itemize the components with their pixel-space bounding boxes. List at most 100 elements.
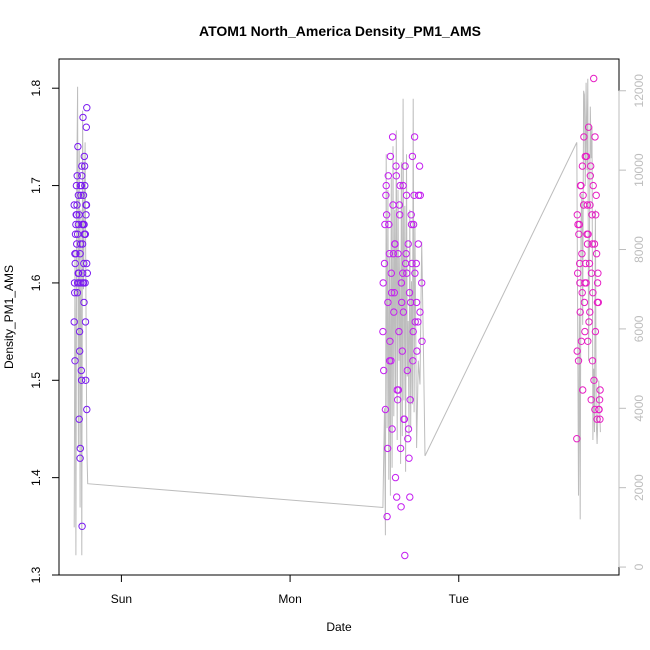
data-point bbox=[83, 259, 91, 268]
data-point bbox=[579, 191, 587, 200]
data-point bbox=[76, 347, 84, 355]
data-point bbox=[82, 123, 91, 131]
data-point bbox=[81, 181, 89, 190]
data-point bbox=[385, 250, 393, 258]
data-point bbox=[380, 366, 388, 375]
data-point bbox=[575, 230, 583, 238]
data-point bbox=[580, 298, 589, 307]
data-point bbox=[75, 327, 84, 336]
data-point bbox=[588, 357, 597, 365]
data-point bbox=[592, 250, 601, 258]
y-tick-label: 1.4 bbox=[29, 469, 43, 486]
data-point bbox=[387, 289, 396, 297]
data-point bbox=[581, 327, 589, 336]
data-point bbox=[590, 74, 598, 83]
data-point bbox=[576, 279, 584, 287]
data-point bbox=[383, 444, 392, 453]
data-point bbox=[412, 298, 421, 307]
data-point bbox=[402, 191, 411, 200]
data-point bbox=[80, 220, 88, 229]
data-point bbox=[591, 133, 599, 141]
data-point bbox=[406, 493, 414, 501]
data-point bbox=[404, 425, 413, 433]
data-point bbox=[583, 240, 592, 248]
data-point bbox=[418, 279, 426, 287]
data-point bbox=[403, 366, 411, 375]
data-point bbox=[596, 386, 604, 394]
data-point bbox=[81, 230, 90, 238]
data-point bbox=[382, 211, 391, 219]
data-point bbox=[586, 172, 594, 180]
data-point bbox=[380, 259, 389, 268]
data-point bbox=[596, 415, 604, 423]
plot-box bbox=[58, 58, 620, 576]
data-point bbox=[574, 357, 583, 365]
data-point bbox=[77, 181, 86, 190]
data-point bbox=[77, 366, 86, 375]
data-point bbox=[76, 454, 84, 462]
data-point bbox=[587, 396, 595, 404]
data-point bbox=[396, 444, 405, 453]
data-point bbox=[392, 162, 400, 170]
data-point bbox=[573, 347, 581, 355]
x-axis-title: Date bbox=[326, 620, 352, 634]
data-point bbox=[387, 357, 395, 365]
y2-tick-label: 4000 bbox=[632, 395, 646, 422]
data-point bbox=[582, 152, 591, 161]
data-point bbox=[594, 298, 602, 307]
y2-tick-label: 0 bbox=[632, 563, 646, 570]
data-point bbox=[399, 181, 407, 190]
data-point bbox=[584, 123, 593, 131]
data-point bbox=[78, 172, 86, 180]
data-point bbox=[396, 211, 404, 219]
data-point bbox=[389, 250, 397, 258]
data-point bbox=[416, 308, 424, 316]
data-point bbox=[388, 133, 397, 141]
data-point bbox=[80, 298, 88, 307]
data-point bbox=[71, 357, 79, 365]
y-tick-label: 1.8 bbox=[29, 80, 43, 97]
y-tick-label: 1.7 bbox=[29, 177, 43, 194]
data-point bbox=[394, 396, 402, 404]
data-point bbox=[587, 269, 596, 277]
data-point bbox=[577, 337, 586, 345]
data-point bbox=[387, 269, 395, 277]
data-point bbox=[73, 201, 81, 209]
data-point bbox=[83, 405, 91, 414]
data-point bbox=[82, 201, 91, 209]
data-point bbox=[404, 240, 412, 248]
y-axis: 1.3 1.4 1.5 1.6 1.7 1.8 bbox=[29, 80, 60, 583]
data-point bbox=[383, 512, 391, 521]
data-point bbox=[385, 220, 393, 229]
data-point bbox=[574, 269, 582, 277]
data-point bbox=[401, 162, 409, 170]
data-point bbox=[80, 152, 89, 161]
data-point bbox=[80, 162, 89, 170]
data-point bbox=[381, 405, 390, 414]
y-axis-title: Density_PM1_AMS bbox=[2, 265, 16, 369]
data-point bbox=[574, 220, 582, 229]
data-point bbox=[382, 181, 390, 190]
data-point bbox=[83, 269, 92, 277]
data-point bbox=[73, 240, 81, 248]
data-point bbox=[584, 337, 592, 345]
data-point bbox=[399, 269, 407, 277]
data-point bbox=[382, 191, 390, 200]
data-point bbox=[404, 435, 412, 443]
data-point bbox=[409, 327, 417, 336]
data-point bbox=[412, 259, 420, 268]
data-point bbox=[78, 269, 87, 277]
data-point bbox=[590, 240, 599, 248]
data-point bbox=[585, 259, 594, 268]
data-point bbox=[590, 376, 598, 384]
data-point bbox=[394, 250, 402, 258]
data-point bbox=[587, 162, 595, 170]
data-point bbox=[407, 220, 416, 229]
data-point bbox=[73, 279, 82, 287]
y2-tick-label: 2000 bbox=[632, 474, 646, 501]
data-point bbox=[580, 133, 588, 141]
data-point bbox=[75, 269, 83, 277]
data-point bbox=[585, 318, 593, 326]
data-point bbox=[72, 181, 81, 190]
data-point bbox=[78, 522, 86, 530]
